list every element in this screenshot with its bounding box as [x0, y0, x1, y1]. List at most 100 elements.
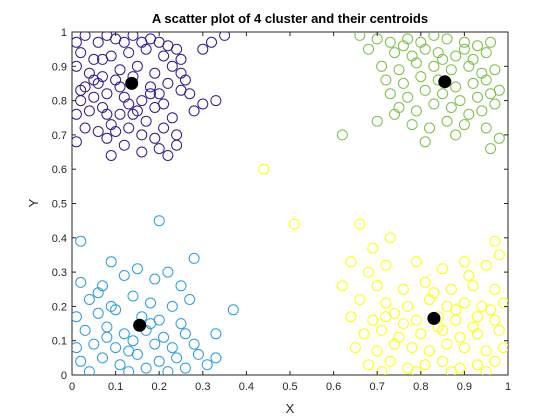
data-point: [463, 60, 475, 72]
data-point: [101, 331, 113, 343]
centroid-markers: [125, 75, 452, 332]
data-point: [380, 259, 392, 271]
centroid-point: [427, 311, 441, 325]
x-tick-label: 0.1: [108, 381, 123, 393]
data-point: [206, 36, 217, 48]
data-point: [380, 297, 392, 309]
data-point: [472, 40, 483, 52]
data-point: [166, 342, 178, 354]
data-point: [158, 50, 170, 62]
y-tick-label: 0: [61, 370, 67, 382]
data-point: [188, 105, 200, 117]
chart-title: A scatter plot of 4 cluster and their ce…: [152, 11, 428, 26]
data-point: [97, 352, 108, 364]
centroid-point: [133, 318, 147, 332]
data-point: [88, 74, 100, 86]
data-point: [424, 345, 435, 357]
data-point: [397, 283, 409, 295]
data-point: [166, 112, 178, 124]
data-point: [345, 256, 357, 268]
data-point: [114, 64, 126, 76]
data-point: [410, 105, 422, 117]
data-point: [463, 108, 475, 120]
data-point: [493, 132, 505, 144]
data-point: [153, 355, 165, 367]
data-point: [149, 273, 161, 285]
x-axis-ticks: 0 0.1 0.2 0.3 0.4 0.5 0.6 0.7 0.8 0.9 1: [69, 32, 511, 393]
y-tick-label: 0.9: [52, 61, 67, 73]
y-tick-label: 0.2: [52, 301, 67, 313]
data-point: [97, 53, 108, 65]
data-point: [371, 280, 383, 292]
data-point: [389, 338, 401, 350]
data-point: [149, 67, 161, 79]
data-point: [354, 294, 366, 305]
data-point: [467, 280, 479, 292]
data-point: [480, 74, 492, 86]
data-point: [72, 108, 82, 120]
data-point: [127, 290, 139, 302]
data-point: [371, 345, 383, 357]
data-point: [428, 98, 440, 110]
data-point: [437, 53, 449, 65]
data-point: [441, 33, 453, 45]
data-point: [75, 355, 87, 367]
data-point: [458, 36, 470, 48]
data-point: [110, 342, 122, 354]
data-point: [210, 352, 222, 364]
y-tick-label: 0.4: [52, 233, 67, 245]
data-point: [349, 342, 361, 354]
data-point: [114, 81, 126, 93]
data-point: [376, 60, 388, 72]
data-point: [458, 297, 470, 309]
data-point: [75, 47, 87, 59]
data-point: [197, 43, 209, 55]
data-point: [450, 304, 462, 316]
data-point: [136, 146, 148, 158]
data-point: [458, 342, 470, 354]
data-point: [498, 297, 508, 309]
data-point: [410, 366, 422, 375]
data-point: [131, 60, 143, 72]
data-point: [179, 328, 191, 340]
data-point: [118, 328, 130, 340]
data-point: [140, 362, 152, 374]
data-point: [171, 139, 183, 151]
data-point: [445, 366, 457, 375]
data-point: [380, 74, 392, 86]
data-point: [118, 36, 130, 48]
data-point: [88, 53, 100, 65]
data-point: [75, 276, 87, 288]
data-point: [345, 311, 357, 323]
data-point: [458, 119, 470, 131]
data-point: [445, 64, 457, 76]
data-point: [92, 36, 104, 48]
data-point: [136, 95, 148, 107]
data-point: [437, 355, 449, 367]
data-point: [175, 280, 187, 292]
data-point: [445, 283, 457, 295]
data-point: [72, 36, 82, 48]
data-point: [145, 81, 156, 93]
y-tick-label: 1: [61, 27, 67, 39]
x-tick-label: 0.2: [152, 381, 167, 393]
data-point: [428, 32, 440, 41]
data-point: [384, 355, 396, 367]
data-point: [419, 43, 431, 55]
data-point: [123, 366, 135, 375]
data-point: [485, 304, 497, 316]
data-point: [140, 43, 152, 55]
data-point: [118, 139, 130, 151]
y-tick-label: 0.8: [52, 96, 67, 108]
data-point: [489, 98, 501, 110]
data-point: [354, 218, 366, 230]
data-point: [72, 60, 82, 72]
data-point: [467, 321, 479, 333]
x-tick-label: 0.7: [370, 381, 385, 393]
data-point: [472, 359, 483, 371]
data-point: [376, 324, 388, 336]
data-point: [458, 256, 470, 268]
data-point: [101, 108, 113, 120]
data-point: [88, 338, 100, 350]
data-point: [480, 47, 492, 59]
